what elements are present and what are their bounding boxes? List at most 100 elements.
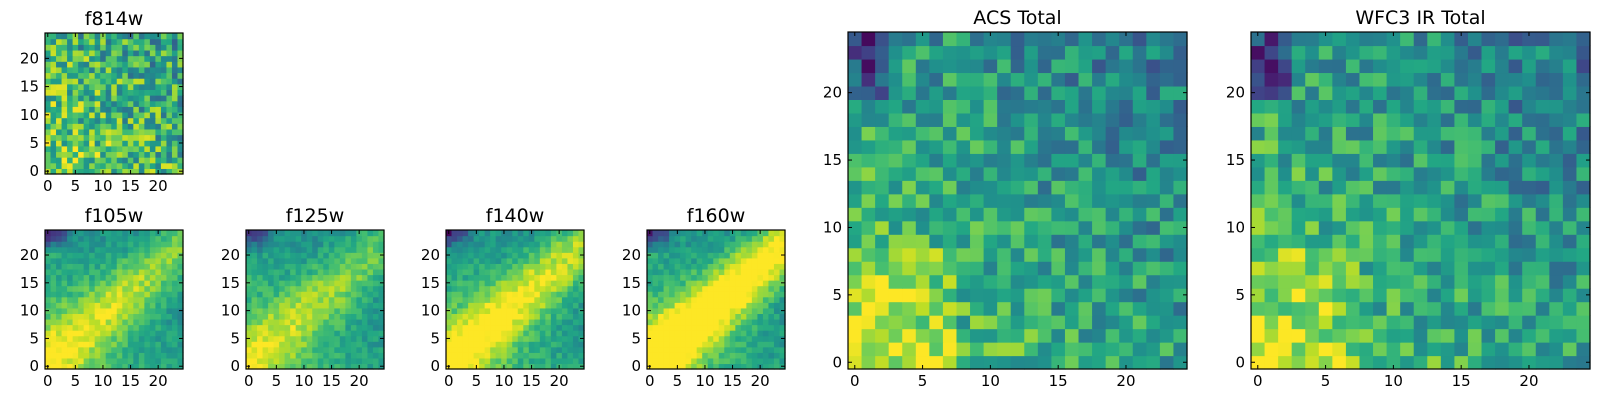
heatmap-cell: [462, 252, 469, 259]
heatmap-cell: [345, 302, 352, 309]
heatmap-cell: [273, 246, 280, 253]
heatmap-cell: [177, 263, 184, 270]
heatmap-cell: [561, 346, 569, 353]
heatmap-cell: [138, 151, 145, 158]
heatmap-cell: [122, 162, 129, 169]
heatmap-cell: [246, 357, 253, 365]
heatmap-cell: [680, 241, 687, 248]
heatmap-cell: [1576, 328, 1591, 343]
heatmap-cell: [83, 78, 90, 85]
heatmap-cell: [334, 307, 341, 314]
heatmap-cell: [1562, 301, 1578, 316]
heatmap-cell: [367, 252, 374, 259]
heatmap-cell: [1132, 58, 1147, 74]
heatmap-cell: [729, 257, 736, 264]
heatmap-cell: [133, 162, 140, 169]
heatmap-cell: [888, 328, 903, 343]
heatmap-cell: [279, 357, 286, 365]
heatmap-cell: [160, 302, 168, 309]
heatmap-cell: [155, 123, 162, 130]
heatmap-cell: [312, 324, 319, 331]
heatmap-cell: [578, 330, 585, 337]
heatmap-cell: [149, 252, 156, 259]
heatmap-cell: [1264, 166, 1279, 181]
heatmap-cell: [773, 257, 781, 264]
heatmap-cell: [550, 241, 557, 248]
heatmap-cell: [528, 280, 535, 287]
heatmap-cell: [539, 252, 546, 259]
heatmap-cell: [1495, 207, 1510, 222]
heatmap-cell: [718, 341, 725, 348]
heatmap-cell: [970, 126, 985, 141]
heatmap-cell: [1305, 261, 1320, 276]
heatmap-cell: [350, 252, 357, 259]
heatmap-cell: [1264, 355, 1279, 370]
heatmap-cell: [1173, 234, 1188, 249]
heatmap-cell: [116, 134, 123, 141]
heatmap-cell: [166, 89, 173, 96]
heatmap-cell: [50, 162, 57, 169]
heatmap-cell: [295, 291, 302, 298]
heatmap-cell: [713, 335, 720, 342]
heatmap-cell: [1400, 193, 1415, 208]
heatmap-cell: [691, 235, 698, 242]
heatmap-cell: [72, 285, 79, 292]
heatmap-cell: [740, 230, 747, 237]
heatmap-cell: [1037, 45, 1052, 60]
heatmap-cell: [1332, 45, 1347, 60]
heatmap-cell: [1427, 58, 1442, 74]
heatmap-cell: [691, 285, 698, 292]
heatmap-cell: [1010, 234, 1025, 249]
heatmap-cell: [479, 246, 486, 253]
heatmap-cell: [512, 274, 519, 281]
heatmap-cell: [545, 335, 552, 342]
heatmap-cell: [457, 263, 464, 270]
heatmap-cell: [67, 285, 74, 292]
heatmap-cell: [1010, 139, 1025, 154]
heatmap-cell: [367, 341, 374, 348]
heatmap-cell: [312, 313, 319, 320]
heatmap-cell: [484, 341, 491, 348]
heatmap-cell: [479, 285, 486, 292]
heatmap-cell: [361, 324, 369, 331]
heatmap-cell: [1318, 112, 1333, 127]
heatmap-cell: [669, 263, 676, 270]
heatmap-cell: [45, 302, 52, 309]
heatmap-cell: [306, 296, 313, 303]
heatmap-cell: [339, 363, 346, 370]
heatmap-cell: [1119, 207, 1134, 222]
heatmap-cell: [61, 78, 68, 85]
heatmap-cell: [1508, 261, 1523, 276]
heatmap-cell: [328, 246, 335, 253]
heatmap-cell: [350, 235, 357, 242]
x-tick-label: 0: [444, 372, 454, 390]
heatmap-cell: [567, 352, 574, 359]
heatmap-cell: [177, 128, 184, 136]
heatmap-cell: [451, 346, 458, 353]
heatmap-cell: [724, 363, 731, 370]
heatmap-cell: [138, 302, 145, 309]
heatmap-cell: [83, 241, 90, 248]
heatmap-cell: [328, 330, 335, 337]
heatmap-cell: [100, 291, 107, 298]
heatmap-cell: [78, 134, 85, 141]
heatmap-cell: [72, 100, 79, 107]
heatmap-cell: [138, 307, 145, 314]
heatmap-cell: [1264, 274, 1279, 289]
heatmap-cell: [116, 106, 123, 113]
heatmap-cell: [116, 357, 123, 365]
heatmap-cell: [138, 280, 145, 287]
heatmap-cell: [1440, 342, 1455, 357]
heatmap-cell: [1386, 72, 1401, 87]
heatmap-cell: [127, 263, 134, 270]
heatmap-cell: [1332, 288, 1347, 303]
heatmap-cell: [729, 318, 736, 326]
heatmap-cell: [512, 257, 519, 264]
heatmap-cell: [372, 268, 380, 276]
heatmap-cell: [1105, 193, 1120, 208]
heatmap-cell: [105, 157, 112, 164]
heatmap-cell: [523, 335, 530, 342]
heatmap-cell: [350, 241, 357, 248]
heatmap-cell: [707, 324, 714, 331]
heatmap-cell: [251, 246, 258, 253]
